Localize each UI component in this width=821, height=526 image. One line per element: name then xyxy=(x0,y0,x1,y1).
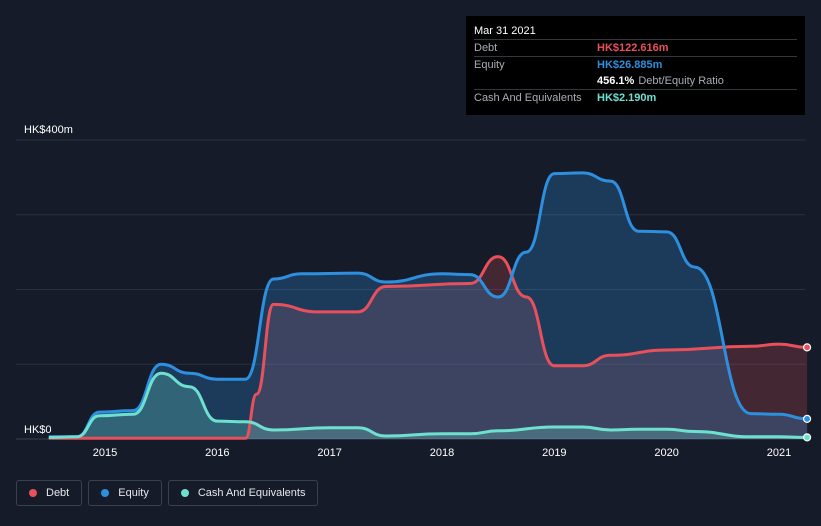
series-layer xyxy=(48,171,808,440)
x-tick-label-2018: 2018 xyxy=(430,447,454,459)
x-tick-label-2020: 2020 xyxy=(654,447,678,459)
y-axis-top-label: HK$400m xyxy=(24,124,73,136)
axis-layer: HK$400m HK$0 2015 2016 2017 2018 2019 2020 202… xyxy=(24,124,791,459)
debt-area xyxy=(48,256,808,439)
tooltip-cash-label: Cash And Equivalents xyxy=(474,92,582,104)
x-tick-label-2015: 2015 xyxy=(93,447,117,459)
tooltip-debt-label: Debt xyxy=(474,42,498,54)
tooltip-panel: Mar 31 2021 Debt HK$122.616m Equity HK$2… xyxy=(466,16,805,115)
marker-layer xyxy=(802,343,812,442)
cash-line xyxy=(48,371,808,439)
equity-line xyxy=(48,171,808,439)
x-tick-label-2021: 2021 xyxy=(767,447,791,459)
tooltip-debt-value: HK$122.616m xyxy=(597,42,669,54)
tooltip-date: Mar 31 2021 xyxy=(474,25,536,37)
x-tick-label-2017: 2017 xyxy=(317,447,341,459)
tooltip-cash-row: Cash And Equivalents HK$2.190m xyxy=(474,89,797,106)
debt-end-marker xyxy=(802,343,812,352)
tooltip-ratio-value: 456.1% xyxy=(597,75,635,87)
tooltip-equity-value: HK$26.885m xyxy=(597,59,663,71)
equity-dot-icon xyxy=(101,489,110,497)
legend-equity-label: Equity xyxy=(118,487,149,499)
grid-lines xyxy=(16,139,805,440)
legend-item-debt[interactable]: Debt xyxy=(16,480,83,506)
legend-debt-label: Debt xyxy=(46,487,70,499)
y-axis-bottom-label: HK$0 xyxy=(24,424,52,436)
debt-dot-icon xyxy=(29,489,37,497)
x-tick-label-2016: 2016 xyxy=(205,447,229,459)
chart-legend: Debt Equity Cash And Equivalents xyxy=(16,480,319,506)
tooltip-equity-row: Equity HK$26.885m xyxy=(474,56,797,73)
legend-item-cash[interactable]: Cash And Equivalents xyxy=(167,480,319,506)
tooltip-equity-label: Equity xyxy=(474,59,505,71)
tooltip-ratio-row: 456.1% Debt/Equity Ratio xyxy=(474,73,797,89)
legend-item-equity[interactable]: Equity xyxy=(88,480,162,506)
tooltip-cash-value: HK$2.190m xyxy=(597,92,657,104)
equity-end-marker xyxy=(802,414,812,423)
legend-cash-label: Cash And Equivalents xyxy=(197,487,306,499)
cash-end-marker xyxy=(802,433,812,442)
equity-area xyxy=(48,172,808,439)
tooltip-debt-row: Debt HK$122.616m xyxy=(474,39,797,56)
tooltip-ratio-label: Debt/Equity Ratio xyxy=(638,75,724,87)
debt-line xyxy=(48,255,808,440)
x-tick-label-2019: 2019 xyxy=(542,447,566,459)
cash-dot-icon xyxy=(180,489,189,497)
